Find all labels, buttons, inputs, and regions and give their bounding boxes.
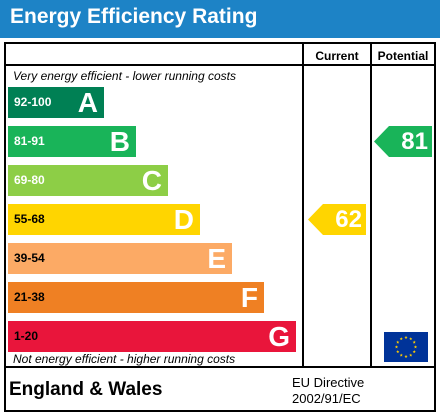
chart-title: Energy Efficiency Rating — [10, 5, 258, 28]
band-b: 81-91 B — [8, 126, 136, 157]
band-letter: D — [173, 204, 194, 235]
band-range: 21-38 — [14, 290, 45, 304]
potential-rating-value: 81 — [401, 128, 428, 155]
directive-line2: 2002/91/EC — [292, 391, 361, 406]
band-range: 69-80 — [14, 173, 45, 187]
potential-column-header: Potential — [377, 49, 429, 63]
band-letter: E — [207, 243, 226, 274]
band-letter: A — [77, 87, 98, 118]
band-range: 81-91 — [14, 134, 45, 148]
eu-star-icon — [404, 354, 408, 358]
directive-line1: EU Directive — [292, 375, 365, 390]
potential-column-divider — [370, 44, 372, 366]
band-letter: G — [268, 321, 290, 352]
current-column-divider — [302, 44, 304, 366]
top-note: Very energy efficient - lower running co… — [13, 69, 236, 83]
band-d: 55-68 D — [8, 204, 200, 235]
band-a: 92-100 A — [8, 87, 104, 118]
eu-star-icon — [396, 350, 400, 354]
eu-star-icon — [399, 337, 403, 341]
current-rating-value: 62 — [335, 206, 362, 233]
potential-rating-arrow: 81 — [374, 126, 432, 157]
footer-region: England & Wales — [9, 379, 163, 400]
band-c: 69-80 C — [8, 165, 168, 196]
eu-star-icon — [409, 353, 413, 357]
eu-star-icon — [404, 335, 408, 339]
band-e: 39-54 E — [8, 243, 232, 274]
band-letter: C — [141, 165, 162, 196]
footer-divider — [6, 366, 434, 368]
band-range: 55-68 — [14, 212, 45, 226]
eu-star-icon — [412, 340, 416, 344]
band-range: 92-100 — [14, 95, 52, 109]
current-column-header: Current — [315, 49, 359, 63]
bottom-note: Not energy efficient - higher running co… — [13, 352, 236, 366]
header-divider — [6, 64, 434, 66]
current-rating-arrow: 62 — [308, 204, 366, 235]
eu-star-icon — [409, 337, 413, 341]
title-bar: Energy Efficiency Rating — [0, 0, 440, 38]
band-letter: F — [240, 282, 258, 313]
eu-star-icon — [399, 353, 403, 357]
eu-star-icon — [412, 350, 416, 354]
eu-star-icon — [394, 345, 399, 349]
band-f: 21-38 F — [8, 282, 264, 313]
band-letter: B — [109, 126, 130, 157]
eu-star-icon — [413, 345, 418, 349]
band-g: 1-20 G — [8, 321, 296, 352]
band-range: 39-54 — [14, 251, 45, 265]
band-range: 1-20 — [14, 329, 39, 343]
eu-flag-icon — [384, 332, 428, 362]
rating-panel: Current Potential Very energy efficient … — [4, 42, 436, 412]
eu-star-icon — [396, 340, 400, 344]
